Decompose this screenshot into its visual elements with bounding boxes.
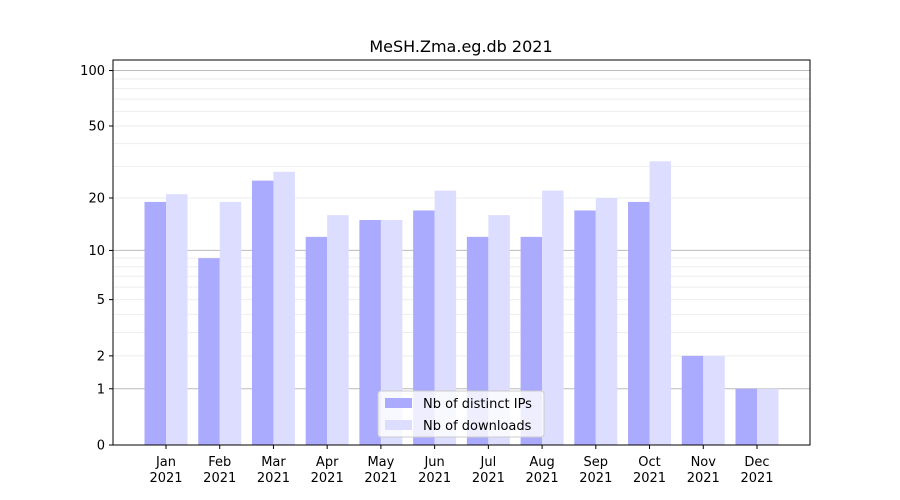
y-tick-label: 2 bbox=[97, 349, 105, 364]
legend-swatch-downloads bbox=[385, 420, 412, 430]
x-tick-label: Jun 2021 bbox=[418, 455, 451, 486]
y-tick-label: 10 bbox=[88, 244, 105, 259]
x-tick-label: Sep 2021 bbox=[579, 455, 612, 486]
bar-downloads-7 bbox=[542, 190, 564, 445]
y-tick-label: 1 bbox=[97, 382, 105, 397]
y-tick-label: 5 bbox=[97, 293, 105, 308]
x-tick-label: May 2021 bbox=[364, 455, 397, 486]
x-tick-label: Mar 2021 bbox=[257, 455, 290, 486]
y-tick-label: 20 bbox=[88, 191, 105, 206]
bar-downloads-4 bbox=[380, 220, 403, 445]
x-tick-label: Apr 2021 bbox=[311, 455, 344, 486]
legend: Nb of distinct IPs Nb of downloads bbox=[377, 390, 545, 438]
bar-distinct-ips-0 bbox=[144, 201, 166, 445]
x-tick-label: Nov 2021 bbox=[687, 455, 720, 486]
bar-downloads-1 bbox=[219, 201, 242, 445]
chart-title: MeSH.Zma.eg.db 2021 bbox=[369, 37, 552, 56]
legend-label-ips: Nb of distinct IPs bbox=[423, 397, 532, 412]
plot-frame bbox=[112, 59, 811, 446]
x-tick-label: Feb 2021 bbox=[203, 455, 236, 486]
bar-downloads-10 bbox=[703, 355, 725, 445]
bar-distinct-ips-9 bbox=[628, 201, 650, 445]
y-tick-label: 100 bbox=[80, 64, 105, 79]
bar-downloads-3 bbox=[327, 215, 349, 445]
bar-downloads-5 bbox=[434, 190, 457, 445]
x-tick-label: Dec 2021 bbox=[740, 455, 773, 486]
y-tick-label: 0 bbox=[97, 439, 105, 454]
bar-distinct-ips-11 bbox=[735, 388, 757, 445]
bar-downloads-11 bbox=[757, 388, 779, 445]
bar-downloads-6 bbox=[488, 215, 510, 445]
bar-downloads-2 bbox=[273, 171, 295, 445]
bar-downloads-0 bbox=[166, 194, 188, 445]
bar-distinct-ips-1 bbox=[198, 258, 220, 445]
x-tick-label: Jul 2021 bbox=[472, 455, 505, 486]
bar-downloads-8 bbox=[595, 197, 618, 445]
x-tick-label: Oct 2021 bbox=[633, 455, 666, 486]
x-tick-label: Jan 2021 bbox=[149, 455, 182, 486]
legend-label-downloads: Nb of downloads bbox=[423, 419, 532, 434]
y-tick-label: 50 bbox=[88, 119, 105, 134]
bar-distinct-ips-2 bbox=[251, 180, 274, 445]
bar-distinct-ips-8 bbox=[574, 210, 596, 445]
bar-distinct-ips-3 bbox=[305, 236, 328, 445]
bar-distinct-ips-5 bbox=[413, 210, 435, 445]
legend-swatch-ips bbox=[385, 398, 412, 408]
bar-distinct-ips-10 bbox=[681, 355, 704, 445]
bar-downloads-9 bbox=[649, 161, 672, 445]
bar-distinct-ips-4 bbox=[359, 220, 381, 445]
x-tick-label: Aug 2021 bbox=[526, 455, 559, 486]
